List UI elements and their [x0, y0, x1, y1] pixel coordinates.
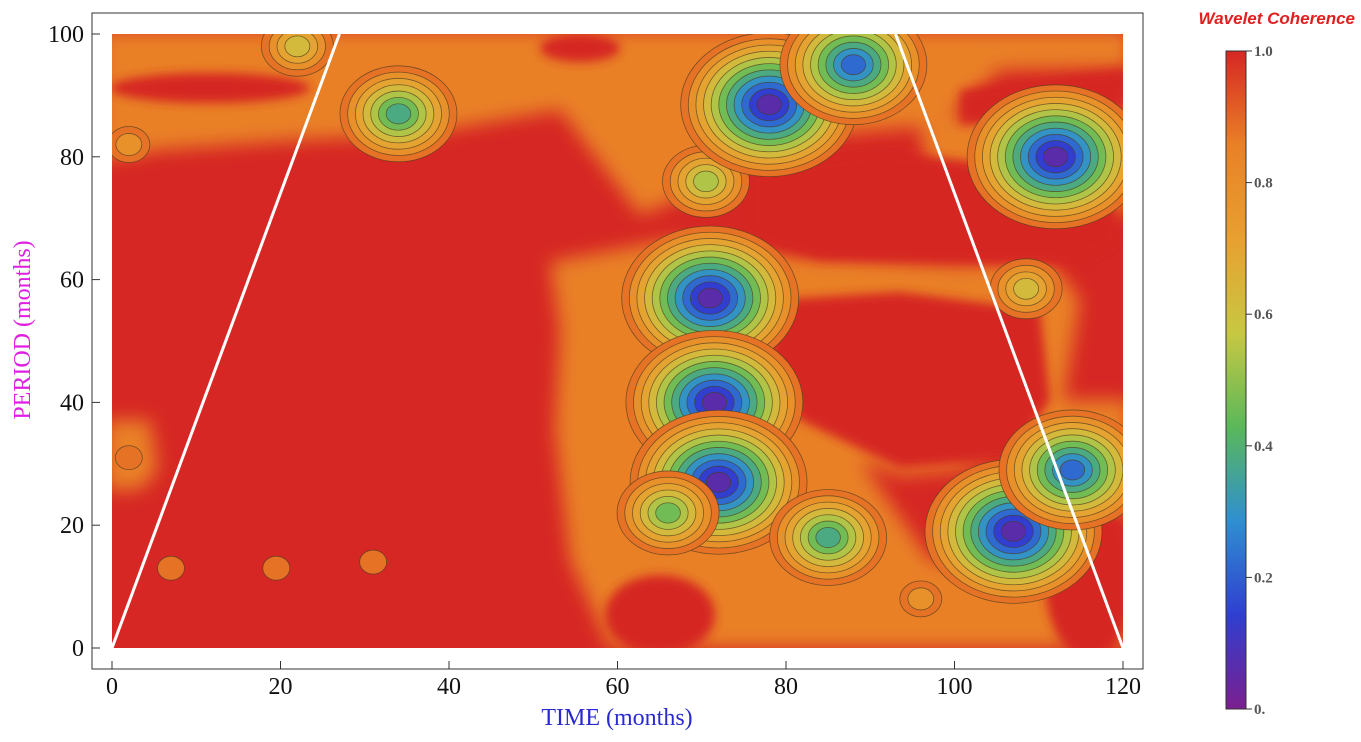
coherence-feature	[998, 409, 1123, 531]
island-d	[540, 34, 620, 62]
contour-ring	[693, 170, 719, 193]
x-axis-ticks: 0 20 40 60 80 100 120	[106, 661, 1141, 700]
contour-ring	[1013, 277, 1040, 300]
contour-ring	[1000, 521, 1027, 542]
colorbar-tick-label: 0.8	[1254, 176, 1273, 192]
colorbar-bar	[1225, 50, 1247, 710]
coherence-feature	[262, 555, 291, 581]
y-tick-label: 20	[60, 513, 84, 539]
contour-ring	[815, 526, 841, 548]
y-tick-label: 80	[60, 145, 84, 171]
coherence-feature	[616, 470, 720, 556]
x-tick-label: 20	[269, 674, 293, 700]
contour-ring	[385, 103, 412, 125]
colorbar: Wavelet Coherence 0. 0.2 0.4 0.6 0.8 1.0	[1198, 9, 1355, 718]
y-tick-label: 40	[60, 390, 84, 416]
island-e	[112, 73, 310, 103]
coherence-feature	[989, 258, 1063, 320]
coherence-feature	[621, 225, 800, 371]
x-tick-label: 0	[106, 674, 118, 700]
x-axis-title: TIME (months)	[541, 705, 692, 731]
contour-features	[112, 34, 1123, 618]
y-tick-label: 60	[60, 268, 84, 294]
coherence-feature	[899, 580, 943, 618]
contour-ring	[359, 549, 388, 575]
colorbar-ticks: 0. 0.2 0.4 0.6 0.8 1.0	[1246, 44, 1273, 718]
contour-ring	[114, 445, 143, 471]
colorbar-tick-label: 0.2	[1254, 570, 1273, 586]
contour-ring	[697, 287, 723, 309]
coherence-feature	[662, 144, 750, 218]
x-tick-label: 120	[1105, 674, 1141, 700]
island-f	[605, 575, 715, 648]
contour-ring	[284, 35, 311, 58]
coherence-feature	[779, 34, 928, 126]
colorbar-title: Wavelet Coherence	[1198, 9, 1355, 28]
coherence-feature	[157, 555, 185, 581]
island-a	[770, 292, 1050, 468]
coherence-feature	[114, 445, 143, 471]
coherence-feature	[769, 489, 888, 586]
coherence-feature	[966, 84, 1123, 230]
coherence-feature	[359, 549, 388, 575]
cone-of-influence	[112, 34, 1123, 648]
colorbar-tick-label: 0.	[1254, 702, 1266, 718]
y-axis-title: PERIOD (months)	[10, 240, 36, 419]
coi-line-right	[894, 34, 1123, 648]
contour-ring	[756, 94, 782, 115]
contour-ring	[907, 587, 935, 611]
x-tick-label: 100	[937, 674, 973, 700]
contour-ring	[840, 54, 867, 76]
coherence-feature	[112, 126, 151, 163]
contour-ring	[655, 502, 681, 524]
contour-ring	[705, 471, 732, 493]
coherence-feature	[260, 34, 334, 77]
heatmap-area	[112, 34, 1123, 648]
contour-ring	[1042, 146, 1069, 168]
colorbar-tick-label: 0.6	[1254, 307, 1273, 323]
coi-line-left	[112, 34, 341, 648]
contour-ring	[701, 392, 727, 413]
contour-ring	[262, 555, 291, 581]
x-tick-label: 40	[437, 674, 461, 700]
y-tick-label: 0	[72, 636, 84, 662]
x-tick-label: 60	[606, 674, 630, 700]
colorbar-tick-label: 0.4	[1254, 439, 1273, 455]
coherence-feature	[339, 65, 458, 163]
contour-ring	[1059, 459, 1086, 481]
x-tick-label: 80	[774, 674, 798, 700]
colorbar-tick-label: 1.0	[1254, 44, 1273, 60]
contour-ring	[157, 555, 185, 581]
y-tick-label: 100	[48, 22, 84, 48]
y-axis-ticks: 0 20 40 60 80 100	[48, 22, 100, 662]
contour-ring	[115, 133, 143, 156]
